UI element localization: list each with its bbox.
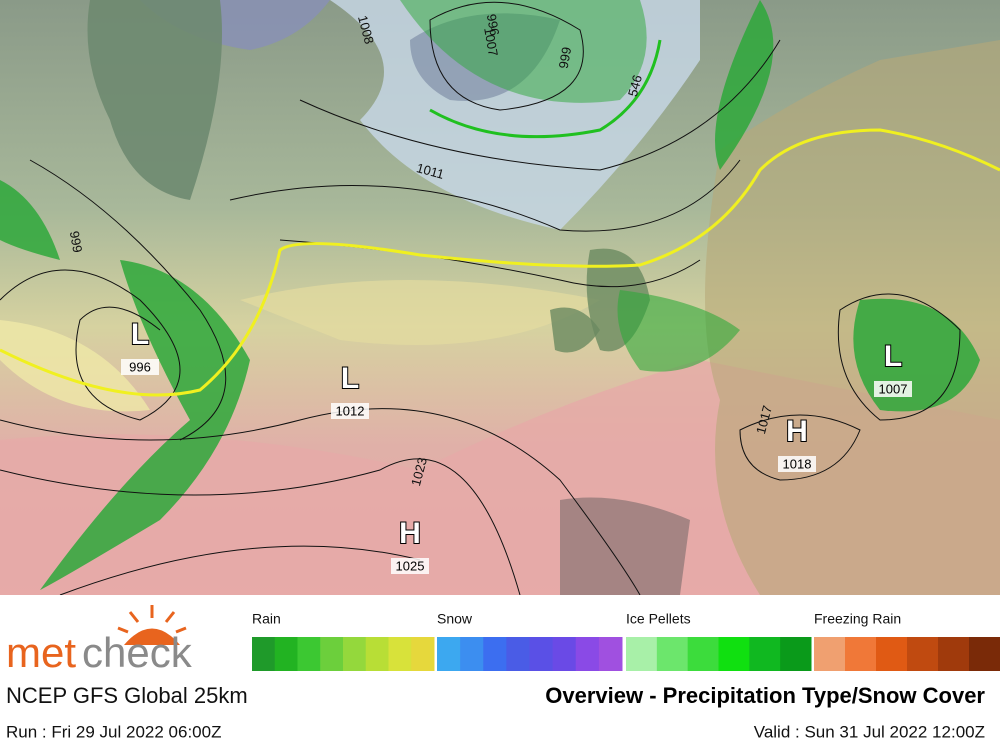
legend-label: Ice Pellets: [626, 611, 691, 627]
legend-swatch: [252, 637, 276, 671]
legend-swatch: [388, 637, 412, 671]
legend-swatch: [845, 637, 877, 671]
legend-swatch: [274, 637, 298, 671]
legend-swatch: [749, 637, 781, 671]
value-box: [331, 403, 369, 419]
legend-label: Freezing Rain: [814, 611, 901, 627]
legend-swatch: [907, 637, 939, 671]
legend-swatch: [529, 637, 554, 671]
run-time: Run : Fri 29 Jul 2022 06:00Z: [6, 722, 221, 741]
value-box: [391, 558, 429, 574]
logo: met check: [6, 605, 193, 676]
legend-swatch: [411, 637, 435, 671]
pressure-centers: L 996 L 1012 H 1025 H 1018 L 1007: [121, 317, 912, 574]
isobar-label: 1007: [481, 26, 501, 57]
legend: Rain Snow Ice Pellets Freezing Rain: [252, 611, 1000, 671]
legend-swatch: [297, 637, 321, 671]
legend-label: Rain: [252, 611, 281, 627]
legend-swatch: [687, 637, 719, 671]
legend-swatch: [365, 637, 389, 671]
legend-swatch: [575, 637, 600, 671]
isobar-label: 999: [556, 46, 575, 70]
pressure-symbol: H: [786, 415, 808, 448]
isobar-label: 546: [625, 73, 645, 98]
model-name: NCEP GFS Global 25km: [6, 683, 248, 708]
legend-swatch: [506, 637, 530, 671]
isobar-label: 1011: [415, 160, 446, 182]
product-title: Overview - Precipitation Type/Snow Cover: [545, 683, 985, 708]
isobar-label: 1023: [408, 456, 430, 488]
isobar-label: 996: [484, 13, 503, 37]
legend-swatch: [938, 637, 970, 671]
value-box: [778, 456, 816, 472]
pressure-value: 1025: [396, 558, 425, 573]
logo-sun: [117, 605, 187, 634]
legend-swatch: [814, 637, 846, 671]
pressure-value: 1012: [336, 403, 365, 418]
pressure-symbol: L: [341, 362, 359, 395]
value-box: [121, 359, 159, 375]
legend-swatch: [718, 637, 750, 671]
pressure-symbol: H: [399, 517, 421, 550]
legend-swatch: [460, 637, 484, 671]
pressure-value: 1018: [783, 456, 812, 471]
pressure-value: 996: [129, 359, 151, 374]
pressure-symbol: L: [131, 318, 149, 351]
pressure-symbol: L: [884, 340, 902, 373]
legend-swatch: [876, 637, 908, 671]
logo-part2: check: [82, 629, 193, 676]
logo-part1: met: [6, 629, 76, 676]
logo-sun-disc: [124, 628, 180, 645]
isobar-label: 999: [67, 230, 86, 254]
legend-swatch: [656, 637, 689, 671]
value-box: [874, 381, 912, 397]
legend-swatch: [969, 637, 1000, 671]
legend-swatch: [437, 637, 461, 671]
legend-swatch: [780, 637, 812, 671]
map: [0, 0, 1000, 596]
isobar-label: 1008: [355, 14, 377, 46]
legend-swatch: [626, 637, 658, 671]
isobar-label: 1017: [753, 404, 775, 436]
legend-swatch: [598, 637, 623, 671]
legend-swatch: [343, 637, 367, 671]
legend-label: Snow: [437, 611, 473, 627]
legend-swatch: [483, 637, 507, 671]
pressure-value: 1007: [879, 381, 908, 396]
legend-swatch: [320, 637, 344, 671]
valid-time: Valid : Sun 31 Jul 2022 12:00Z: [754, 722, 985, 741]
legend-swatch: [552, 637, 577, 671]
